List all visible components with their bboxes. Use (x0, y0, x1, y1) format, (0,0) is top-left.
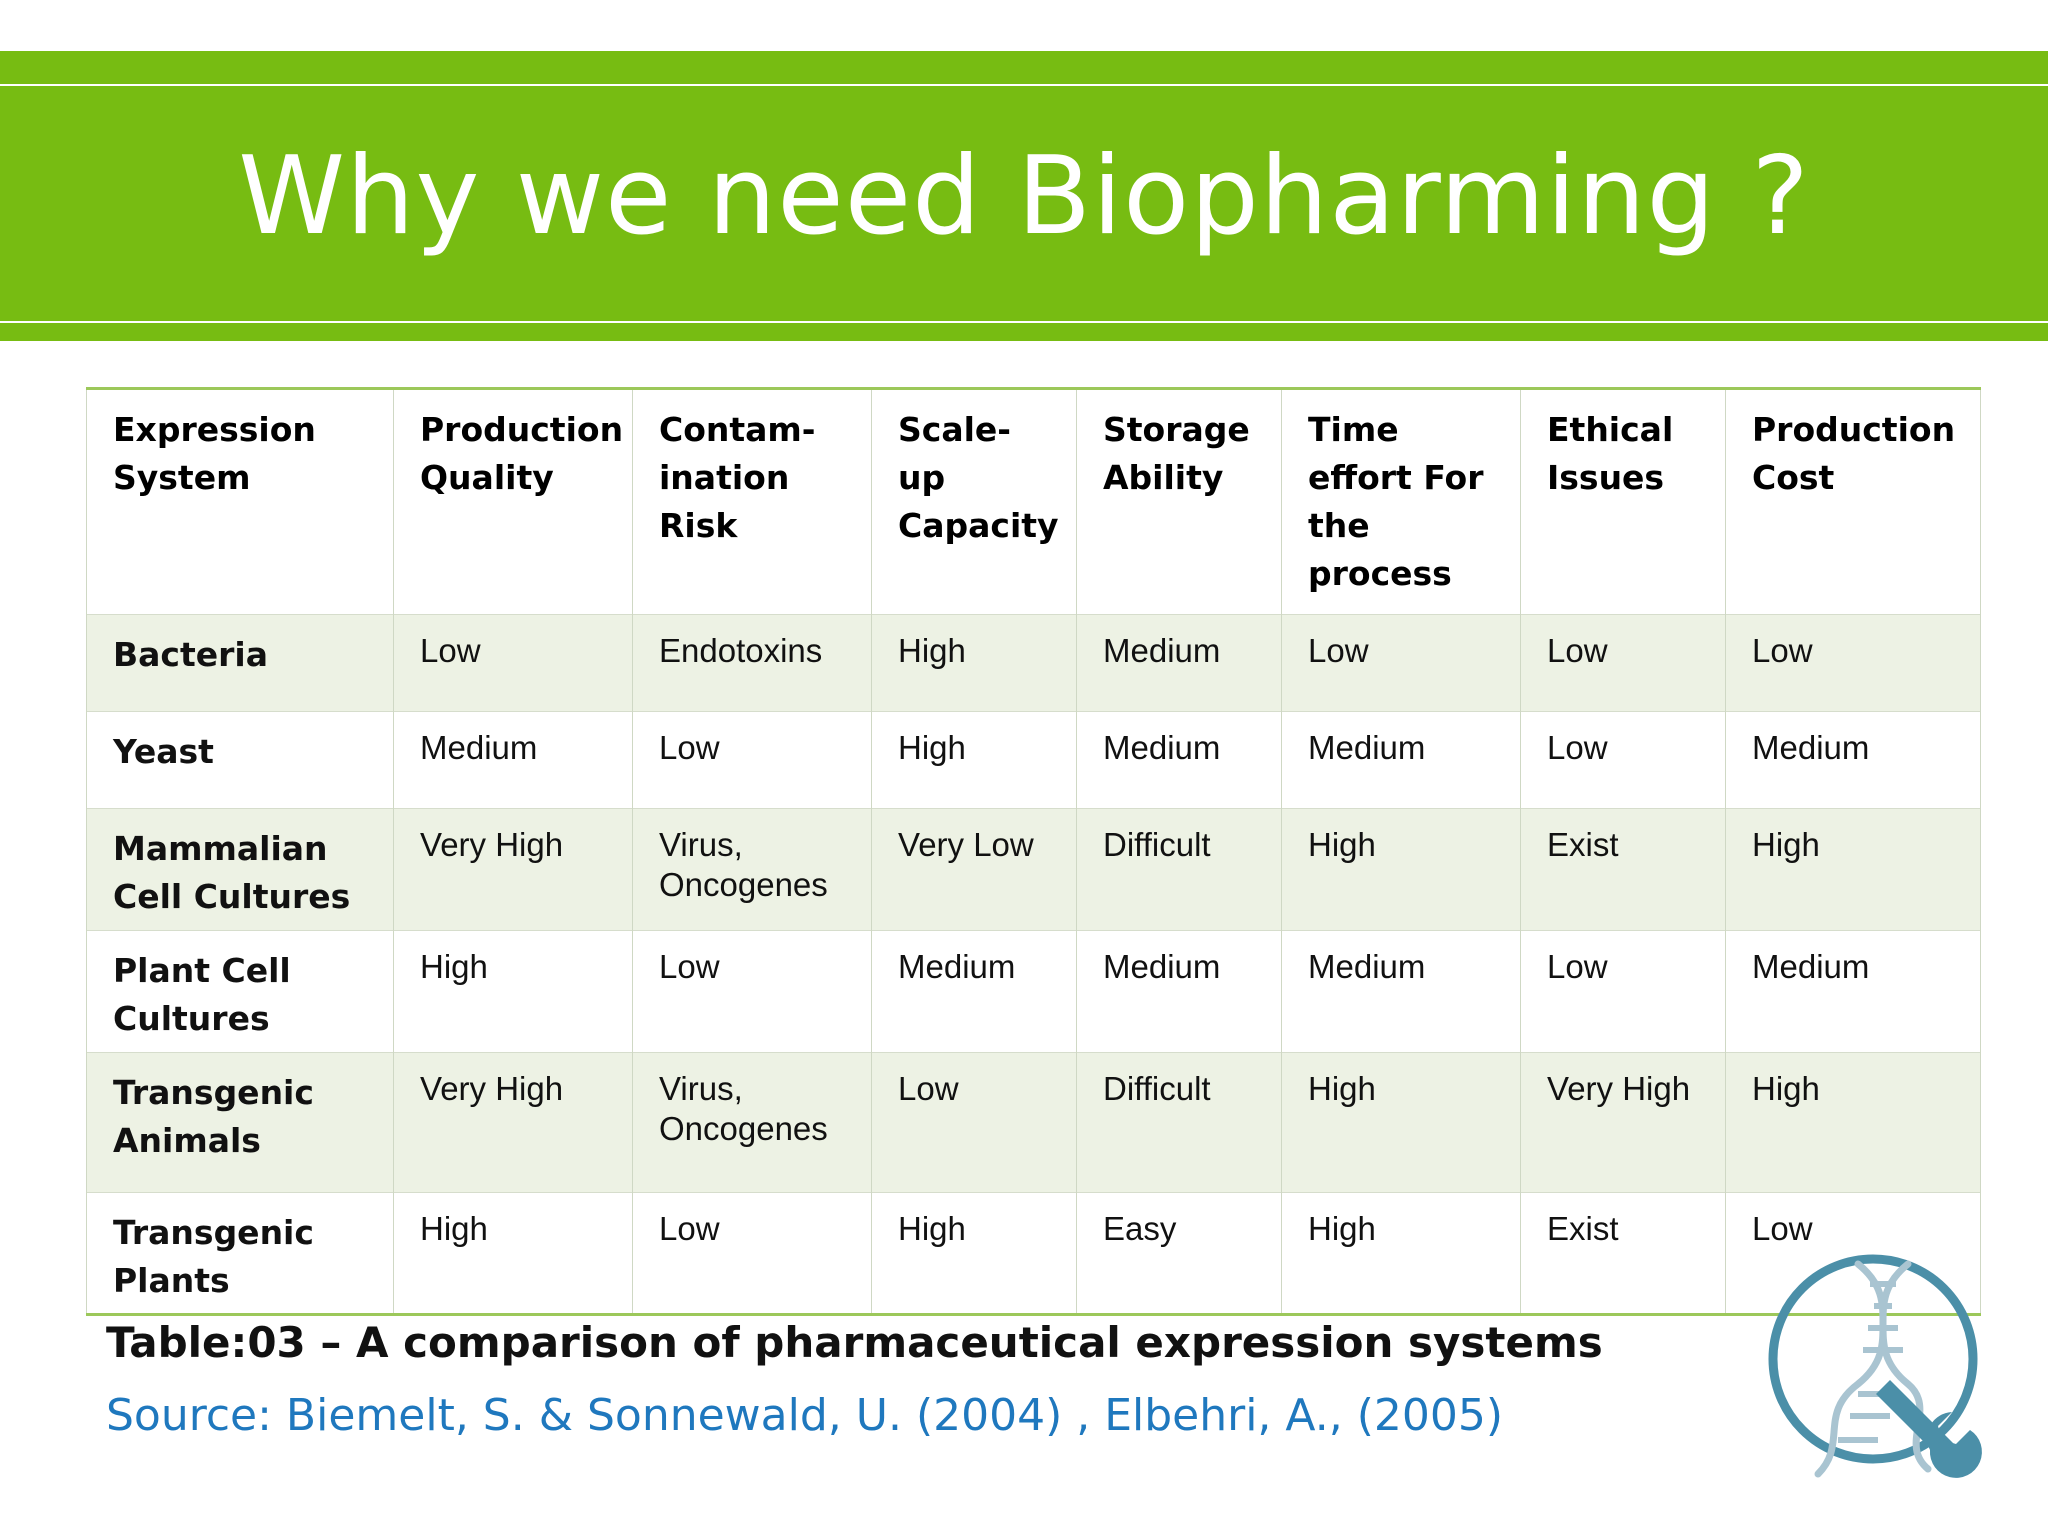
table-row: Transgenic Animals Very High Virus, Onco… (86, 1052, 1981, 1193)
table-cell: Medium (1076, 711, 1282, 809)
table-cell: Low (632, 930, 872, 1053)
table-cell: Exist (1520, 808, 1726, 931)
table-cell: Medium (1076, 930, 1282, 1053)
table-cell: Low (632, 711, 872, 809)
table-cell: High (871, 614, 1077, 712)
table-cell: Endotoxins (632, 614, 872, 712)
band-top-rule (0, 84, 2048, 86)
table-cell: Low (632, 1192, 872, 1315)
table-cell: Exist (1520, 1192, 1726, 1315)
table-cell: Low (1520, 930, 1726, 1053)
header-cell: Production Quality (393, 388, 633, 615)
comparison-table-container: Expression System Production Quality Con… (86, 387, 1981, 1316)
row-label: Bacteria (86, 614, 394, 712)
table-cell: High (1281, 808, 1521, 931)
table-cell: High (393, 930, 633, 1053)
title-band (0, 51, 2048, 341)
table-cell: Low (1520, 614, 1726, 712)
table-cell: Low (1725, 614, 1981, 712)
table-cell: Medium (1281, 930, 1521, 1053)
header-cell: Scale-up Capacity (871, 388, 1077, 615)
table-cell: Very High (393, 1052, 633, 1193)
table-row: Transgenic Plants High Low High Easy Hig… (86, 1192, 1981, 1315)
table-cell: High (871, 711, 1077, 809)
table-cell: High (1281, 1192, 1521, 1315)
source-citation: Source: Biemelt, S. & Sonnewald, U. (200… (106, 1390, 1503, 1441)
table-cell: Low (1520, 711, 1726, 809)
table-cell: Medium (1725, 930, 1981, 1053)
table-cell: High (1725, 1052, 1981, 1193)
table-cell: Very Low (871, 808, 1077, 931)
row-label: Mammalian Cell Cultures (86, 808, 394, 931)
header-cell: Storage Ability (1076, 388, 1282, 615)
comparison-table: Expression System Production Quality Con… (86, 387, 1981, 1316)
table-cell: Virus, Oncogenes (632, 808, 872, 931)
header-cell: Production Cost (1725, 388, 1981, 615)
header-cell: Time effort For the process (1281, 388, 1521, 615)
header-cell: Expression System (86, 388, 394, 615)
table-cell: Medium (1076, 614, 1282, 712)
table-caption: Table:03 – A comparison of pharmaceutica… (106, 1318, 1603, 1367)
table-row: Bacteria Low Endotoxins High Medium Low … (86, 614, 1981, 712)
table-row: Plant Cell Cultures High Low Medium Medi… (86, 930, 1981, 1053)
table-cell: Easy (1076, 1192, 1282, 1315)
table-cell: Medium (871, 930, 1077, 1053)
slide-title: Why we need Biopharming ? (238, 133, 1810, 259)
table-cell: Medium (393, 711, 633, 809)
table-cell: High (1281, 1052, 1521, 1193)
table-cell: Difficult (1076, 808, 1282, 931)
row-label: Transgenic Plants (86, 1192, 394, 1315)
table-cell: Low (1725, 1192, 1981, 1315)
table-cell: High (1725, 808, 1981, 931)
table-cell: Low (1281, 614, 1521, 712)
dna-wrench-icon (1758, 1244, 2008, 1494)
band-bottom-rule (0, 321, 2048, 323)
row-label: Transgenic Animals (86, 1052, 394, 1193)
header-cell: Ethical Issues (1520, 388, 1726, 615)
table-cell: Virus, Oncogenes (632, 1052, 872, 1193)
table-cell: High (871, 1192, 1077, 1315)
table-cell: Difficult (1076, 1052, 1282, 1193)
table-row: Yeast Medium Low High Medium Medium Low … (86, 711, 1981, 809)
table-cell: Very High (1520, 1052, 1726, 1193)
header-cell: Contam-ination Risk (632, 388, 872, 615)
table-row: Mammalian Cell Cultures Very High Virus,… (86, 808, 1981, 931)
table-header-row: Expression System Production Quality Con… (86, 388, 1981, 615)
row-label: Yeast (86, 711, 394, 809)
table-cell: Medium (1725, 711, 1981, 809)
table-cell: Low (871, 1052, 1077, 1193)
row-label: Plant Cell Cultures (86, 930, 394, 1053)
table-cell: Low (393, 614, 633, 712)
table-cell: High (393, 1192, 633, 1315)
table-cell: Medium (1281, 711, 1521, 809)
table-cell: Very High (393, 808, 633, 931)
